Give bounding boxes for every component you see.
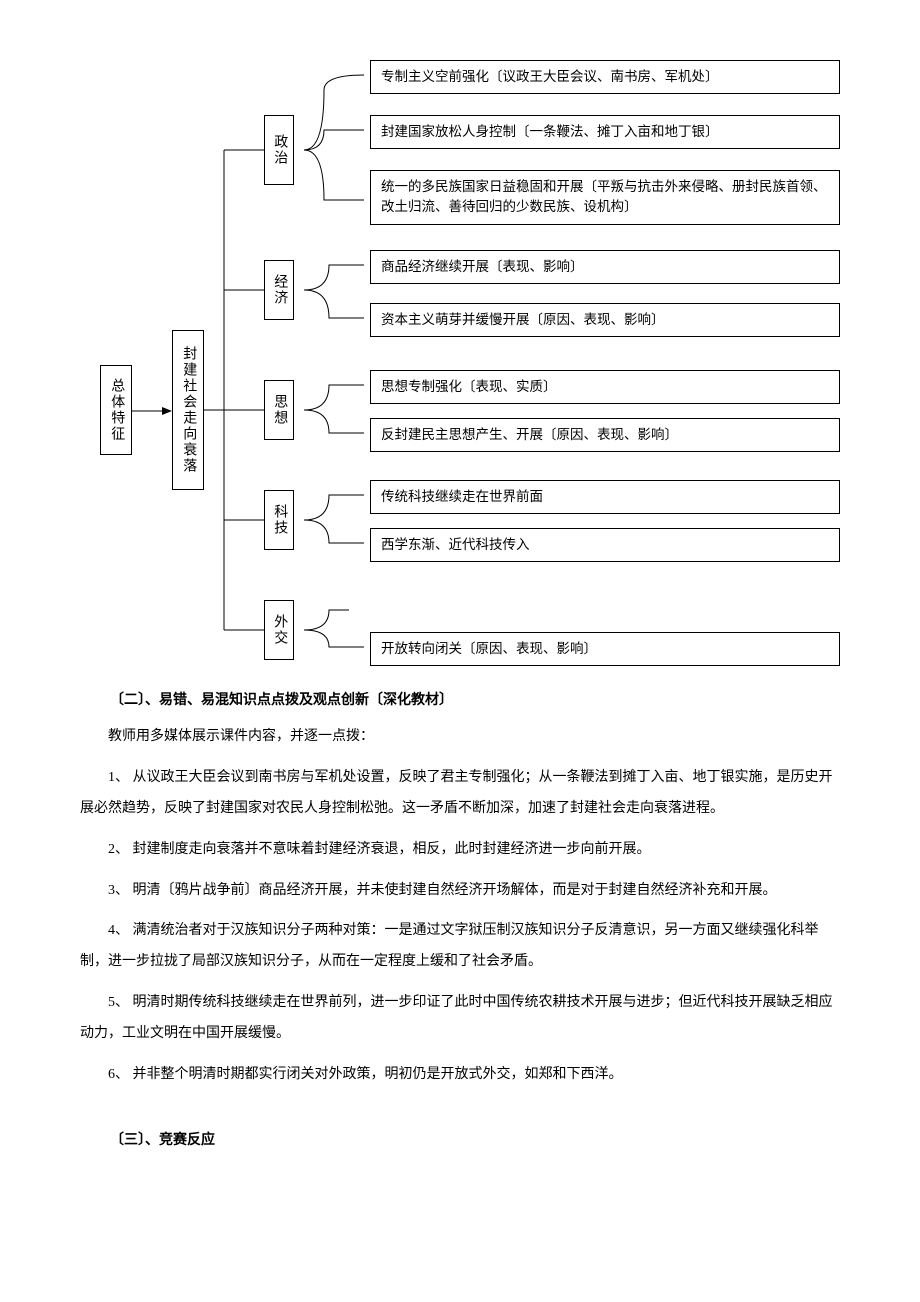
root-label: 总体特征 bbox=[105, 378, 127, 442]
point-5: 5、 明清时期传统科技继续走在世界前列，进一步印证了此时中国传统农耕技术开展与进… bbox=[80, 988, 840, 1050]
leaf-politics-1: 封建国家放松人身控制〔一条鞭法、摊丁入亩和地丁银〕 bbox=[370, 115, 840, 149]
root-box: 总体特征 bbox=[100, 365, 132, 455]
leaf-thought-0: 思想专制强化〔表现、实质〕 bbox=[370, 370, 840, 404]
cat-economy: 经济 bbox=[264, 260, 294, 320]
cat-tech: 科技 bbox=[264, 490, 294, 550]
leaf-economy-0: 商品经济继续开展〔表现、影响〕 bbox=[370, 250, 840, 284]
cat-diplomacy-label: 外交 bbox=[268, 614, 290, 646]
point-6: 6、 并非整个明清时期都实行闭关对外政策，明初仍是开放式外交，如郑和下西洋。 bbox=[80, 1060, 840, 1091]
cat-thought: 思想 bbox=[264, 380, 294, 440]
cat-thought-label: 思想 bbox=[268, 394, 290, 426]
cat-politics-label: 政治 bbox=[268, 134, 290, 166]
trunk-label: 封建社会走向衰落 bbox=[177, 346, 199, 474]
section-2-heading: 〔二〕、易错、易混知识点点拨及观点创新〔深化教材〕 bbox=[110, 690, 840, 712]
point-1: 1、 从议政王大臣会议到南书房与军机处设置，反映了君主专制强化；从一条鞭法到摊丁… bbox=[80, 763, 840, 825]
section-2-intro: 教师用多媒体展示课件内容，并逐一点拨： bbox=[80, 722, 840, 753]
cat-diplomacy: 外交 bbox=[264, 600, 294, 660]
leaf-tech-0: 传统科技继续走在世界前面 bbox=[370, 480, 840, 514]
point-2: 2、 封建制度走向衰落并不意味着封建经济衰退，相反，此时封建经济进一步向前开展。 bbox=[80, 835, 840, 866]
cat-tech-label: 科技 bbox=[268, 504, 290, 536]
point-4: 4、 满清统治者对于汉族知识分子两种对策：一是通过文字狱压制汉族知识分子反清意识… bbox=[80, 916, 840, 978]
leaf-diplomacy-0: 开放转向闭关〔原因、表现、影响〕 bbox=[370, 632, 840, 666]
leaf-thought-1: 反封建民主思想产生、开展〔原因、表现、影响〕 bbox=[370, 418, 840, 452]
leaf-politics-0: 专制主义空前强化〔议政王大臣会议、南书房、军机处〕 bbox=[370, 60, 840, 94]
section-3-heading: 〔三〕、竞赛反应 bbox=[110, 1130, 840, 1152]
point-3: 3、 明清〔鸦片战争前〕商品经济开展，并未使封建自然经济开场解体，而是对于封建自… bbox=[80, 876, 840, 907]
leaf-economy-1: 资本主义萌芽并缓慢开展〔原因、表现、影响〕 bbox=[370, 303, 840, 337]
leaf-politics-2: 统一的多民族国家日益稳固和开展〔平叛与抗击外来侵略、册封民族首领、改土归流、善待… bbox=[370, 170, 840, 225]
leaf-tech-1: 西学东渐、近代科技传入 bbox=[370, 528, 840, 562]
concept-diagram: 总体特征 封建社会走向衰落 政治 专制主义空前强化〔议政王大臣会议、南书房、军机… bbox=[80, 60, 840, 670]
cat-politics: 政治 bbox=[264, 115, 294, 185]
trunk-box: 封建社会走向衰落 bbox=[172, 330, 204, 490]
cat-economy-label: 经济 bbox=[268, 274, 290, 306]
